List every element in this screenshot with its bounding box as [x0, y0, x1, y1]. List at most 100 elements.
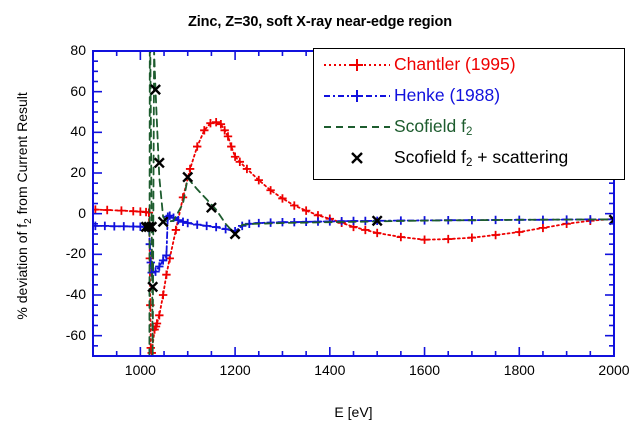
x-tick-label: 2000	[598, 362, 630, 378]
data-point-plus	[491, 230, 500, 240]
legend-marker-plus	[351, 89, 363, 102]
data-point-plus	[220, 126, 229, 135]
data-point-x	[143, 221, 155, 233]
data-point-plus	[515, 227, 524, 237]
data-point-plus	[183, 218, 192, 228]
data-point-x	[205, 202, 217, 214]
data-point-plus	[206, 118, 215, 128]
data-point-x	[182, 171, 194, 183]
legend-item[interactable]: Scofield f2	[314, 111, 624, 142]
y-tick-label: -60	[65, 326, 86, 343]
data-point-plus	[361, 225, 370, 235]
x-tick-label: 1000	[124, 362, 156, 378]
data-point-plus	[200, 126, 209, 135]
data-point-plus	[171, 225, 181, 235]
data-point-plus	[223, 132, 233, 141]
data-point-x	[229, 228, 241, 240]
data-point-plus	[93, 205, 100, 214]
x-axis-title: E [eV]	[334, 404, 373, 420]
legend-box: Chantler (1995) Henke (1988) Scofield f2 Sc…	[313, 48, 625, 180]
x-tick-label: 1800	[503, 362, 535, 378]
y-tick-label: 80	[70, 42, 86, 58]
legend-key-3	[324, 125, 390, 128]
data-point-plus	[290, 201, 299, 210]
data-point-plus	[185, 164, 195, 174]
data-point-plus	[110, 222, 119, 231]
data-point-plus	[158, 290, 168, 300]
legend-key-2	[324, 89, 390, 102]
y-tick-label: -40	[65, 286, 86, 302]
data-point-plus	[151, 267, 160, 276]
data-point-plus	[178, 217, 188, 226]
data-point-plus	[278, 194, 287, 203]
x-tick-label: 1400	[314, 362, 346, 378]
series-line	[148, 51, 614, 356]
legend-item[interactable]: Scofield f2 + scattering	[314, 142, 624, 173]
y-axis-title-text: % deviation of f2 from Current Result	[14, 92, 34, 320]
data-point-x	[608, 214, 614, 226]
data-point-plus	[221, 224, 230, 234]
data-point-plus	[372, 228, 382, 238]
data-point-plus	[162, 270, 171, 279]
data-series-layer	[93, 51, 614, 356]
data-point-plus	[146, 343, 155, 353]
data-point-plus	[129, 222, 138, 231]
data-point-plus	[420, 235, 429, 244]
legend-key-1	[324, 58, 390, 71]
legend-marker-x	[351, 151, 363, 164]
data-point-plus	[211, 222, 221, 232]
series-1	[93, 117, 614, 356]
data-point-plus	[155, 262, 164, 271]
data-point-plus	[100, 221, 110, 231]
data-point-plus	[266, 186, 275, 195]
x-tick-label: 1200	[219, 362, 251, 378]
legend-marker-plus	[351, 58, 363, 71]
data-point-plus	[193, 220, 202, 229]
data-point-plus	[103, 205, 112, 215]
data-point-plus	[174, 215, 183, 225]
y-axis-title: % deviation of f2 from Current Result	[14, 46, 34, 366]
legend-item[interactable]: Henke (1988)	[314, 80, 624, 111]
legend-item[interactable]: Chantler (1995)	[314, 49, 624, 80]
y-axis-title-subscript: 2	[22, 218, 34, 224]
chart-title: Zinc, Z=30, soft X-ray near-edge region	[187, 14, 453, 30]
data-point-plus	[202, 221, 211, 231]
y-tick-label: 20	[70, 164, 86, 180]
data-point-x	[157, 216, 169, 228]
data-point-plus	[158, 256, 168, 265]
legend-label: Scofield f2	[394, 115, 473, 138]
data-point-plus	[162, 251, 171, 260]
y-tick-label: -20	[65, 245, 86, 262]
data-point-plus	[129, 207, 138, 216]
data-point-plus	[216, 120, 226, 129]
x-tick-label: 1600	[408, 362, 441, 378]
data-point-plus	[396, 232, 406, 242]
legend-label: Scofield f2 + scattering	[394, 146, 569, 169]
data-point-plus	[146, 258, 155, 267]
y-tick-label: 40	[70, 123, 86, 140]
legend-label-subscript: 2	[465, 125, 473, 138]
data-point-x	[147, 281, 159, 293]
data-point-plus	[301, 206, 311, 215]
legend-label: Chantler (1995)	[394, 53, 516, 74]
data-point-x	[371, 215, 383, 227]
data-point-plus	[242, 164, 252, 174]
data-point-plus	[155, 311, 164, 320]
data-point-plus	[152, 319, 162, 328]
y-tick-label: 0	[78, 204, 86, 221]
data-point-plus	[254, 175, 263, 185]
legend-label-subscript: 2	[465, 156, 473, 169]
series-4	[140, 84, 614, 293]
data-point-x	[146, 221, 158, 233]
legend-key-4	[351, 151, 363, 164]
data-point-plus	[230, 152, 240, 161]
data-point-plus	[538, 223, 548, 233]
legend-label: Henke (1988)	[394, 84, 501, 105]
data-point-plus	[467, 233, 477, 242]
data-point-x	[150, 84, 161, 96]
data-point-plus	[119, 222, 128, 231]
data-point-plus	[193, 142, 202, 151]
data-point-plus	[444, 234, 453, 244]
data-point-plus	[211, 117, 221, 127]
